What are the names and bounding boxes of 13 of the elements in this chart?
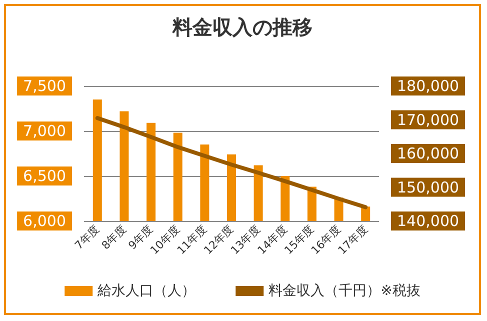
y2-tick-label: 170,000 bbox=[397, 110, 460, 129]
line-series bbox=[95, 116, 368, 210]
y2-tick-label: 180,000 bbox=[397, 77, 460, 95]
legend-label: 給水人口（人） bbox=[96, 283, 196, 299]
chart-title: 料金収入の推移 bbox=[172, 15, 312, 39]
y-tick-label: 6,000 bbox=[23, 212, 66, 230]
y-tick-label: 7,000 bbox=[23, 122, 66, 140]
y2-tick-label: 150,000 bbox=[397, 178, 460, 196]
y2-tick-label: 140,000 bbox=[397, 212, 460, 230]
y-tick-label: 6,500 bbox=[23, 167, 66, 185]
legend-label: 料金収入（千円）※税抜 bbox=[268, 283, 420, 299]
y2-tick-label: 160,000 bbox=[397, 144, 460, 162]
y-tick-label: 7,500 bbox=[23, 77, 66, 95]
